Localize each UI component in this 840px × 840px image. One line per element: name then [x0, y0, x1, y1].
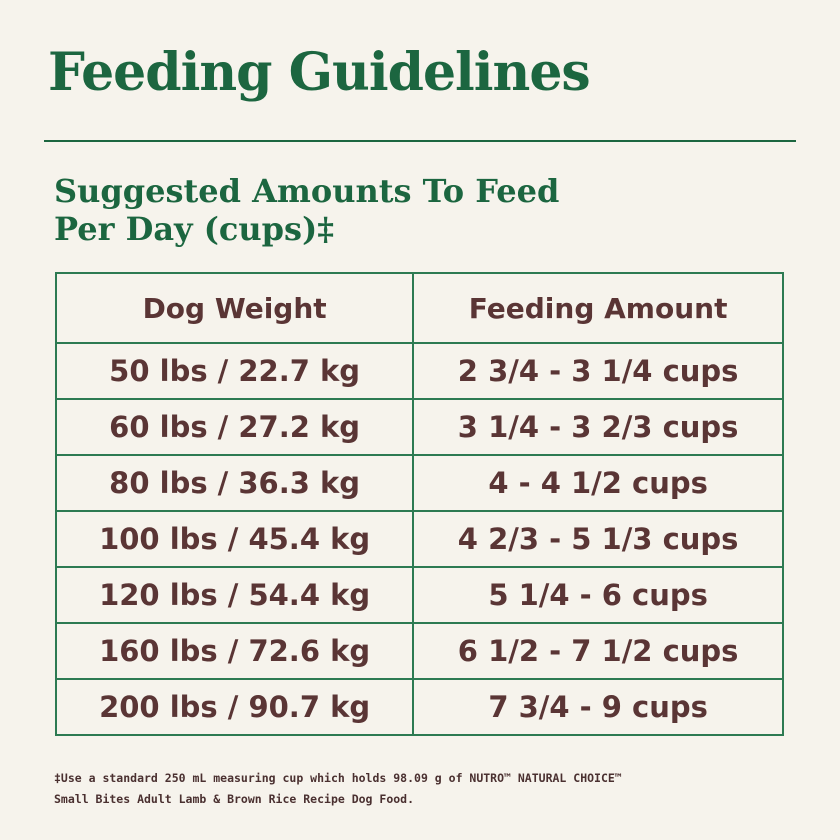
- table-cell: 50 lbs / 22.7 kg: [54, 342, 415, 400]
- table-cell: 4 2/3 - 5 1/3 cups: [412, 510, 784, 568]
- table-body: 50 lbs / 22.7 kg 2 3/4 - 3 1/4 cups 60 lbs…: [54, 342, 784, 736]
- column-header: Feeding Amount: [412, 272, 784, 344]
- table-row: 120 lbs / 54.4 kg 5 1/4 - 6 cups: [54, 566, 784, 624]
- table-cell: 200 lbs / 90.7 kg: [54, 678, 415, 736]
- footnote-line: Small Bites Adult Lamb & Brown Rice Reci…: [54, 792, 415, 806]
- table-cell: 5 1/4 - 6 cups: [412, 566, 784, 624]
- table-cell: 7 3/4 - 9 cups: [412, 678, 784, 736]
- table-row: 80 lbs / 36.3 kg 4 - 4 1/2 cups: [54, 454, 784, 512]
- table-cell: 60 lbs / 27.2 kg: [54, 398, 415, 456]
- subtitle-line: Suggested Amounts To Feed: [54, 172, 560, 210]
- table-row: 60 lbs / 27.2 kg 3 1/4 - 3 2/3 cups: [54, 398, 784, 456]
- footnote-line: ‡Use a standard 250 mL measuring cup whi…: [54, 771, 622, 785]
- divider: [44, 140, 796, 142]
- header-row: Dog Weight Feeding Amount: [54, 272, 784, 344]
- table-cell: 6 1/2 - 7 1/2 cups: [412, 622, 784, 680]
- table-cell: 160 lbs / 72.6 kg: [54, 622, 415, 680]
- table-cell: 80 lbs / 36.3 kg: [54, 454, 415, 512]
- table-row: 160 lbs / 72.6 kg 6 1/2 - 7 1/2 cups: [54, 622, 784, 680]
- table-cell: 4 - 4 1/2 cups: [412, 454, 784, 512]
- footnote: ‡Use a standard 250 mL measuring cup whi…: [54, 768, 622, 810]
- title: Feeding Guidelines: [48, 42, 591, 103]
- table-cell: 2 3/4 - 3 1/4 cups: [412, 342, 784, 400]
- subtitle: Suggested Amounts To Feed Per Day (cups)…: [54, 172, 559, 248]
- table-row: 100 lbs / 45.4 kg 4 2/3 - 5 1/3 cups: [54, 510, 784, 568]
- table-row: 200 lbs / 90.7 kg 7 3/4 - 9 cups: [54, 678, 784, 736]
- table-cell: 120 lbs / 54.4 kg: [54, 566, 415, 624]
- feeding-table: Dog Weight Feeding Amount 50 lbs / 22.7 kg…: [54, 272, 784, 736]
- table-cell: 3 1/4 - 3 2/3 cups: [412, 398, 784, 456]
- column-header: Dog Weight: [54, 272, 415, 344]
- table-cell: 100 lbs / 45.4 kg: [54, 510, 415, 568]
- subtitle-line: Per Day (cups)‡: [54, 210, 334, 248]
- table-row: 50 lbs / 22.7 kg 2 3/4 - 3 1/4 cups: [54, 342, 784, 400]
